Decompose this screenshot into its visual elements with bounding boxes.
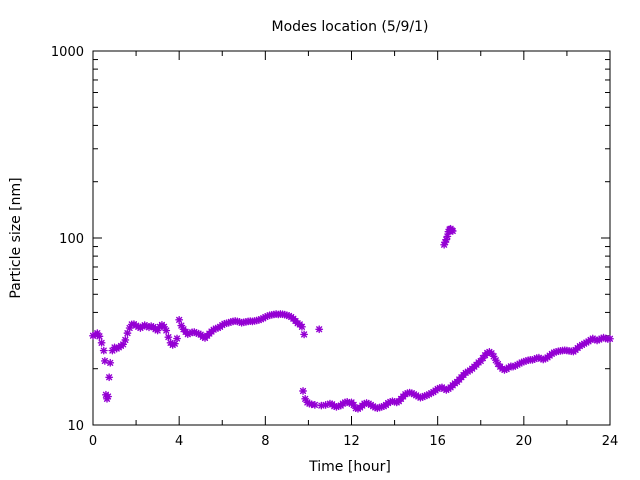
data-point	[298, 322, 306, 331]
data-point	[443, 232, 452, 241]
data-point	[97, 338, 106, 347]
x-tick-label: 0	[89, 434, 97, 449]
data-point	[105, 373, 114, 382]
y-tick-label: 1000	[51, 45, 84, 60]
data-point	[99, 346, 108, 355]
x-tick-label: 24	[602, 434, 619, 449]
data-point	[106, 358, 115, 367]
y-tick-label: 10	[67, 419, 84, 434]
data-point	[162, 326, 171, 335]
x-axis-label: Time [hour]	[308, 459, 391, 475]
data-point	[300, 330, 309, 339]
data-point	[104, 392, 112, 401]
x-tick-label: 12	[343, 434, 360, 449]
data-point	[95, 332, 104, 341]
x-tick-label: 16	[429, 434, 446, 449]
y-axis-label: Particle size [nm]	[8, 177, 24, 298]
data-points	[89, 224, 614, 413]
y-tick-labels: 10 100 1000	[51, 45, 84, 434]
data-point	[299, 387, 307, 395]
data-point	[175, 315, 184, 324]
x-tick-label: 8	[261, 434, 269, 449]
x-tick-labels: 0 4 8 12 16 20 24	[89, 434, 618, 449]
plot-frame	[92, 50, 611, 426]
x-tick-label: 20	[516, 434, 533, 449]
data-point	[448, 227, 457, 235]
data-point	[164, 333, 173, 342]
data-point	[310, 401, 319, 409]
chart-title: Modes location (5/9/1)	[272, 19, 429, 35]
y-tick-label: 100	[59, 232, 84, 247]
data-point	[121, 336, 130, 344]
data-point	[173, 334, 181, 343]
data-point	[606, 334, 614, 343]
data-point	[103, 394, 111, 403]
x-tick-label: 4	[175, 434, 183, 449]
axis-ticks	[92, 50, 611, 426]
data-point	[315, 325, 324, 334]
